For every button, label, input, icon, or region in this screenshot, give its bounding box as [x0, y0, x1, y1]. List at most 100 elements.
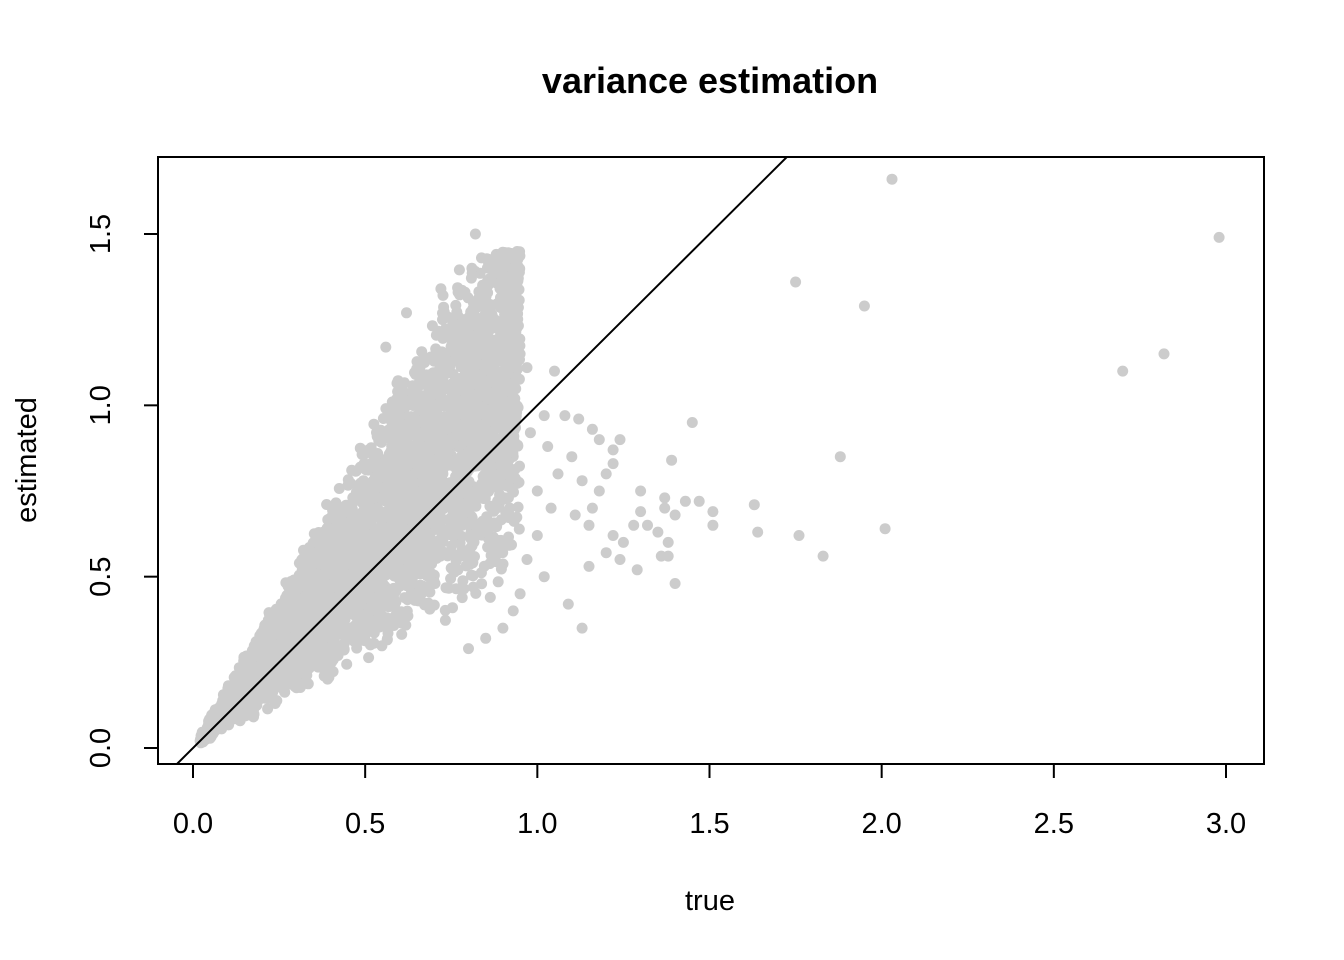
scatter-point — [472, 410, 484, 422]
scatter-point — [506, 428, 518, 440]
scatter-point — [339, 541, 351, 553]
scatter-point-outlier — [635, 506, 647, 518]
scatter-point — [333, 483, 345, 494]
scatter-point — [368, 637, 380, 649]
scatter-point — [424, 407, 436, 419]
scatter-point-outlier — [466, 262, 478, 274]
scatter-point — [478, 560, 490, 572]
scatter-point — [318, 526, 329, 538]
scatter-point — [337, 580, 349, 592]
scatter-point-outlier — [600, 547, 612, 559]
scatter-point — [492, 576, 504, 588]
scatter-point-outlier — [490, 536, 502, 548]
scatter-point-outlier — [617, 536, 629, 548]
scatter-point — [470, 587, 482, 599]
scatter-point — [337, 502, 349, 514]
scatter-point — [498, 457, 510, 469]
scatter-point — [436, 426, 448, 438]
scatter-point — [424, 586, 436, 598]
scatter-point-outlier — [480, 632, 492, 644]
scatter-point-outlier — [858, 300, 870, 312]
scatter-point-outlier — [607, 458, 619, 470]
scatter-point — [303, 598, 315, 610]
scatter-point — [471, 350, 483, 362]
scatter-point — [371, 502, 383, 514]
y-axis: 0.0 0.5 1.0 1.5 — [85, 214, 159, 768]
scatter-point — [394, 580, 406, 592]
scatter-point — [365, 591, 377, 603]
scatter-point-outlier — [790, 276, 802, 288]
scatter-point — [443, 457, 455, 469]
scatter-point-outlier — [707, 519, 719, 531]
scatter-point — [322, 565, 334, 577]
scatter-point — [453, 510, 465, 522]
y-tick-label: 1.0 — [85, 385, 117, 425]
scatter-point-outlier — [679, 495, 691, 507]
scatter-point — [409, 568, 421, 580]
scatter-point — [324, 584, 336, 596]
scatter-point — [361, 487, 373, 499]
scatter-points — [194, 173, 1225, 749]
scatter-point — [426, 545, 438, 557]
scatter-point — [504, 324, 515, 336]
scatter-point-outlier — [593, 434, 605, 446]
scatter-point — [345, 548, 357, 560]
scatter-point — [357, 634, 368, 646]
scatter-point — [452, 470, 463, 481]
scatter-point — [415, 392, 427, 404]
x-tick-label: 2.0 — [862, 808, 902, 840]
scatter-point — [363, 621, 375, 633]
scatter-point — [377, 464, 389, 476]
scatter-point — [357, 529, 369, 540]
scatter-point — [326, 622, 338, 634]
scatter-point — [492, 317, 504, 329]
scatter-point-outlier — [614, 434, 626, 446]
scatter-point-outlier — [521, 362, 533, 374]
scatter-point — [426, 384, 438, 395]
scatter-point — [366, 558, 377, 570]
scatter-point — [496, 380, 508, 391]
scatter-point — [270, 625, 282, 637]
scatter-point — [246, 704, 258, 716]
scatter-point-outlier — [552, 468, 564, 480]
scatter-point — [476, 436, 488, 447]
scatter-point — [462, 466, 473, 478]
scatter-point-outlier — [469, 228, 481, 240]
scatter-point — [442, 357, 454, 369]
scatter-point — [426, 398, 438, 410]
scatter-point-outlier — [662, 550, 674, 562]
scatter-point-outlier — [531, 530, 543, 541]
x-tick-label: 0.0 — [173, 808, 213, 840]
scatter-point — [396, 565, 408, 577]
scatter-point-outlier — [497, 262, 509, 274]
scatter-point — [453, 264, 465, 276]
scatter-point — [341, 658, 353, 670]
scatter-point — [398, 386, 410, 398]
scatter-point — [393, 476, 405, 488]
scatter-point — [421, 428, 433, 440]
scatter-point — [476, 578, 488, 590]
scatter-point — [428, 438, 440, 450]
scatter-point-outlier — [1158, 348, 1170, 360]
scatter-point — [296, 554, 308, 566]
scatter-point — [461, 361, 473, 373]
scatter-point — [458, 583, 470, 595]
scatter-point — [435, 413, 447, 425]
scatter-point — [447, 318, 459, 330]
scatter-point — [402, 454, 414, 466]
scatter-point — [389, 449, 401, 461]
scatter-point — [511, 400, 523, 412]
scatter-point — [469, 485, 481, 497]
scatter-point — [419, 535, 431, 546]
scatter-point — [429, 485, 441, 496]
scatter-point-outlier — [635, 485, 647, 497]
chart-title: variance estimation — [542, 60, 878, 101]
scatter-point-outlier — [628, 519, 640, 531]
scatter-point — [487, 402, 499, 414]
scatter-point-outlier — [380, 341, 392, 353]
scatter-point — [421, 558, 433, 570]
scatter-point — [351, 517, 363, 529]
scatter-point — [464, 554, 476, 566]
scatter-point — [455, 372, 467, 384]
